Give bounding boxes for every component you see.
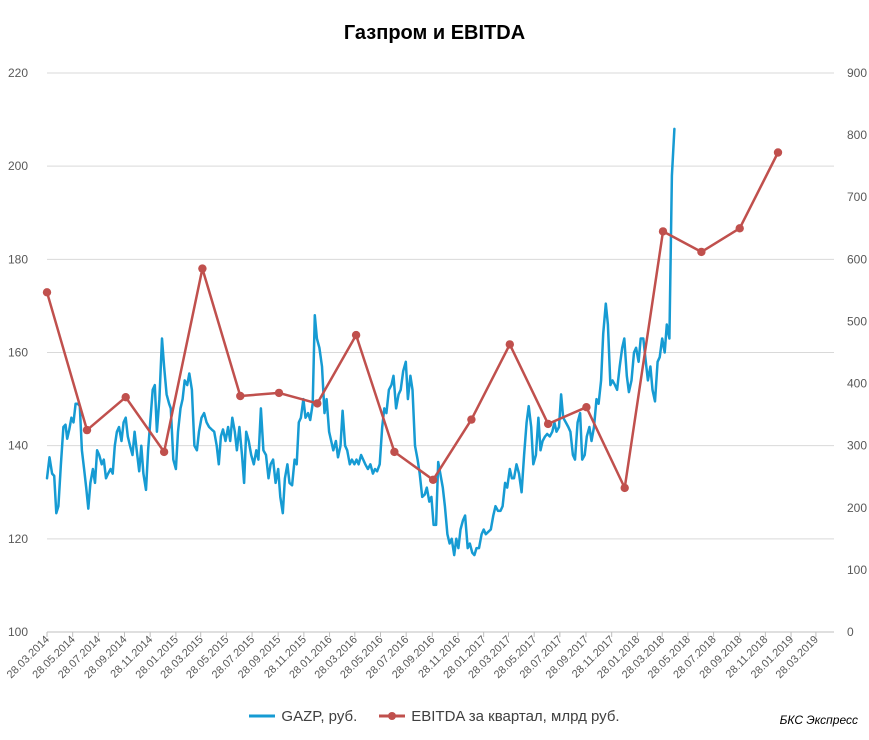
ebitda-point — [658, 227, 668, 236]
legend-swatch-ebitda — [379, 705, 406, 727]
ebitda-point — [697, 247, 706, 257]
left-tick-label: 200 — [8, 159, 28, 173]
left-tick-label: 220 — [8, 66, 28, 80]
right-tick-label: 100 — [847, 563, 867, 577]
gazp-line — [45, 127, 676, 557]
legend-label-gazp: GAZP, руб. — [281, 707, 358, 725]
ebitda-point — [505, 340, 514, 349]
right-tick-label: 900 — [847, 66, 867, 80]
ebitda-point — [543, 419, 553, 429]
left-tick-label: 180 — [8, 252, 28, 266]
right-axis-ticks: 0 100 200 300 400 500 600 700 800 900 — [847, 66, 867, 639]
left-tick-label: 140 — [8, 439, 28, 453]
ebitda-line — [45, 151, 780, 490]
right-tick-label: 800 — [847, 128, 867, 142]
ebitda-point — [428, 475, 438, 484]
ebitda-point — [467, 415, 476, 424]
right-tick-label: 300 — [847, 439, 867, 453]
left-tick-label: 100 — [8, 625, 28, 639]
ebitda-point — [198, 264, 207, 273]
right-tick-label: 0 — [847, 625, 854, 639]
right-tick-label: 700 — [847, 190, 867, 204]
left-tick-label: 120 — [8, 532, 28, 546]
left-tick-label: 160 — [8, 346, 28, 360]
left-axis-ticks: 100 120 140 160 180 200 220 — [8, 66, 28, 639]
ebitda-point — [159, 447, 169, 457]
ebitda-point — [735, 224, 744, 233]
gridlines — [47, 72, 834, 633]
ebitda-point — [82, 425, 92, 435]
legend-swatch-gazp — [249, 705, 276, 727]
ebitda-point — [582, 403, 591, 412]
ebitda-point — [351, 330, 361, 340]
right-tick-label: 500 — [847, 314, 867, 328]
legend-item-ebitda: EBITDA за квартал, млрд руб. — [379, 705, 620, 727]
x-axis-ticks: 28.03.201428.05.201428.07.201428.09.2014… — [5, 632, 821, 681]
legend: GAZP, руб. EBITDA за квартал, млрд руб. — [0, 705, 869, 727]
ebitda-point — [390, 447, 399, 457]
right-tick-label: 200 — [847, 501, 867, 515]
ebitda-series — [42, 148, 783, 493]
gazp-series — [45, 127, 676, 557]
ebitda-point — [121, 393, 130, 402]
ebitda-point — [236, 391, 245, 401]
ebitda-point — [42, 288, 52, 297]
ebitda-point — [773, 148, 783, 157]
ebitda-point — [313, 399, 322, 408]
legend-item-gazp: GAZP, руб. — [249, 705, 357, 727]
legend-label-ebitda: EBITDA за квартал, млрд руб. — [411, 707, 620, 725]
source-credit: БКС Экспресс — [779, 713, 858, 727]
ebitda-point — [620, 483, 629, 493]
chart-title: Газпром и EBITDA — [343, 22, 526, 44]
right-tick-label: 600 — [847, 252, 867, 266]
right-tick-label: 400 — [847, 377, 867, 391]
ebitda-point — [274, 388, 284, 398]
